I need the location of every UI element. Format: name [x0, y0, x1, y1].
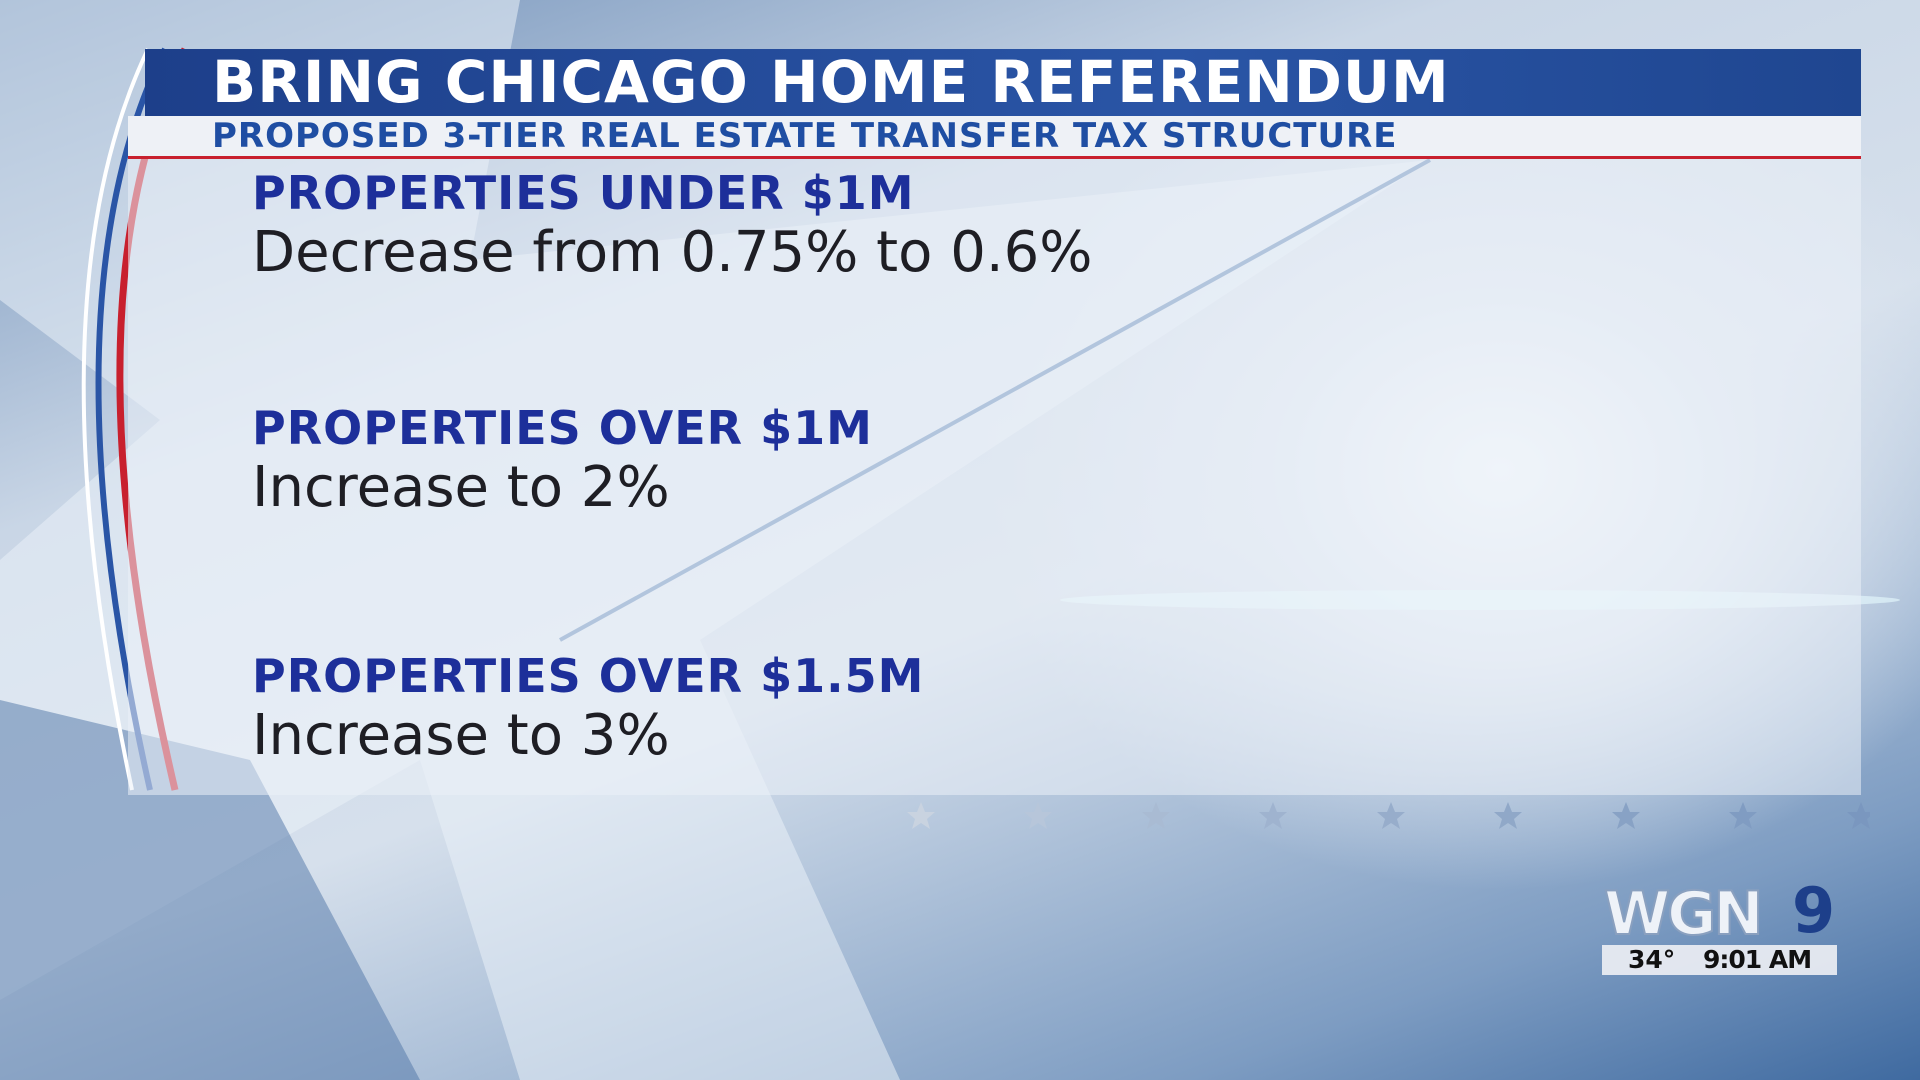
clock: 9:01 AM: [1703, 945, 1812, 974]
logo-name: WGN: [1603, 879, 1765, 949]
star-row: [907, 802, 1870, 829]
star: [1142, 802, 1170, 829]
title: BRING CHICAGO HOME REFERENDUM: [212, 48, 1450, 116]
star: [1729, 802, 1757, 829]
star: [1612, 802, 1640, 829]
subtitle-bar: [128, 116, 1861, 159]
subtitle: PROPOSED 3-TIER REAL ESTATE TRANSFER TAX…: [212, 116, 1398, 156]
logo-channel: 9: [1792, 874, 1836, 947]
status-bar: [1602, 945, 1837, 975]
content-panel: [128, 159, 1861, 795]
white-arc: [81, 48, 150, 791]
item-detail: Increase to 3%: [252, 703, 670, 768]
star-shadow: [0, 700, 420, 1080]
title-bar: [145, 49, 1861, 116]
item-heading: PROPERTIES OVER $1M: [252, 401, 873, 455]
star: [1024, 802, 1052, 829]
temperature: 34°: [1628, 945, 1676, 974]
item-heading: PROPERTIES UNDER $1M: [252, 166, 915, 220]
star: [1377, 802, 1405, 829]
item-detail: Decrease from 0.75% to 0.6%: [252, 220, 1093, 285]
star: [1259, 802, 1287, 829]
item-heading: PROPERTIES OVER $1.5M: [252, 649, 925, 703]
star: [907, 802, 935, 829]
star: [1494, 802, 1522, 829]
star: [1847, 802, 1870, 829]
item-detail: Increase to 2%: [252, 455, 670, 520]
